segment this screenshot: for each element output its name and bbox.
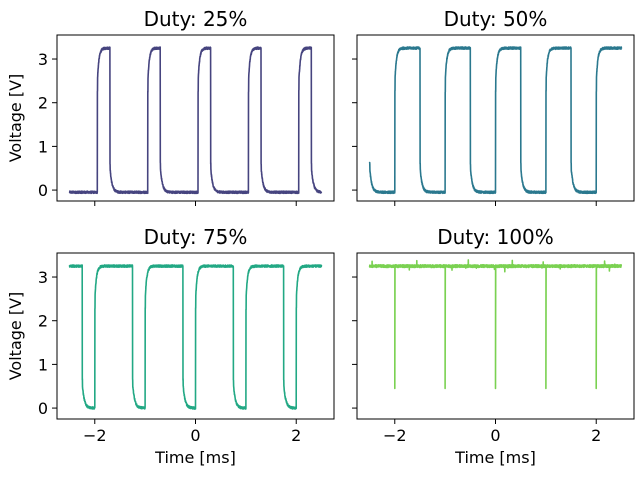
series-line xyxy=(368,46,623,195)
y-tick-label: 0 xyxy=(38,399,48,418)
x-tick-label: −2 xyxy=(383,426,407,445)
y-tick-label: 0 xyxy=(38,181,48,200)
subplot-title: Duty: 50% xyxy=(444,7,548,31)
subplot-2: Duty: 50% xyxy=(352,7,635,206)
y-tick-label: 3 xyxy=(38,50,48,69)
subplot-title: Duty: 75% xyxy=(144,225,248,249)
y-axis-label: Voltage [V] xyxy=(6,292,25,381)
x-tick-label: −2 xyxy=(83,426,107,445)
x-axis-label: Time [ms] xyxy=(154,448,236,467)
y-tick-label: 2 xyxy=(38,312,48,331)
subplot-3: −2 0 2 0 1 2 3 Duty: 75% Time [ms] Voltage [V] xyxy=(6,225,335,467)
series-line xyxy=(68,264,323,410)
x-tick-label: 2 xyxy=(591,426,601,445)
subplot-1: 0 1 2 3 Duty: 25% Voltage [V] xyxy=(6,7,335,206)
y-tick-label: 2 xyxy=(38,94,48,113)
y-tick-label: 3 xyxy=(38,268,48,287)
x-tick-label: 2 xyxy=(291,426,301,445)
subplot-4: −2 0 2 Duty: 100% Time [ms] xyxy=(352,225,635,467)
y-axis-label: Voltage [V] xyxy=(6,74,25,163)
x-axis-label: Time [ms] xyxy=(454,448,536,467)
x-tick-label: 0 xyxy=(490,426,500,445)
x-tick-label: 0 xyxy=(190,426,200,445)
series-line xyxy=(68,46,323,195)
subplot-title: Duty: 25% xyxy=(144,7,248,31)
y-tick-label: 1 xyxy=(38,355,48,374)
y-tick-label: 1 xyxy=(38,137,48,156)
subplot-title: Duty: 100% xyxy=(437,225,554,249)
series-line xyxy=(368,259,623,390)
